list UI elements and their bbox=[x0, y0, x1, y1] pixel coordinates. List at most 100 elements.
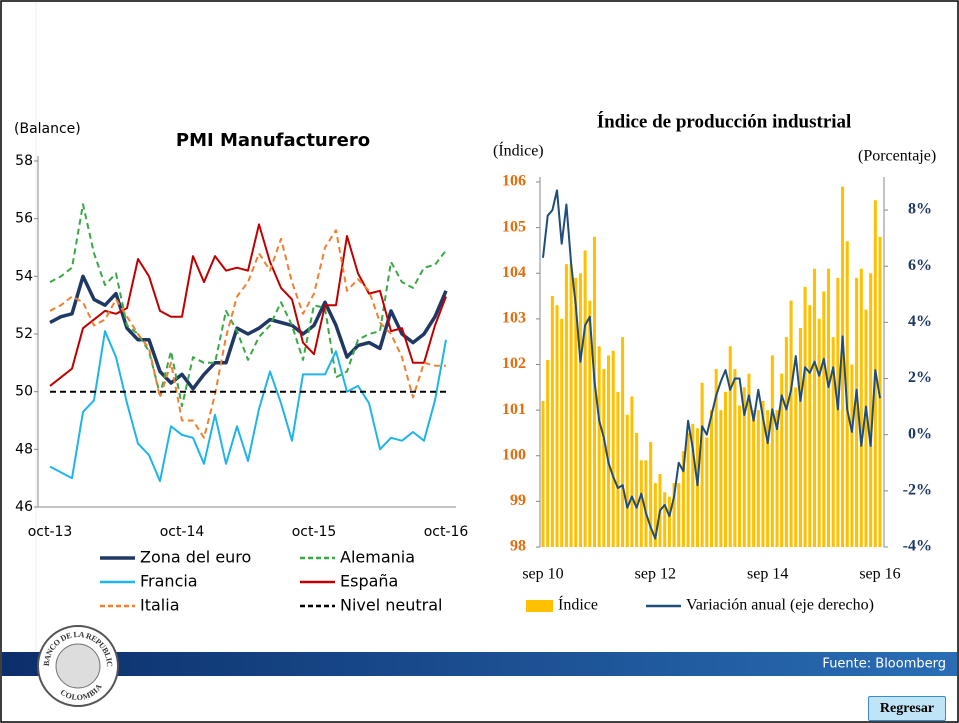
bar bbox=[611, 350, 615, 547]
bar bbox=[803, 286, 807, 547]
yticks-label: 98 bbox=[510, 538, 526, 555]
bar bbox=[607, 355, 611, 547]
yticks-label: 48 bbox=[15, 441, 33, 457]
line-series bbox=[542, 189, 881, 540]
bar bbox=[855, 277, 859, 547]
bar bbox=[742, 387, 746, 547]
source: Fuente: Bloomberg bbox=[822, 657, 946, 672]
x-tick-label: sep 14 bbox=[747, 566, 788, 583]
yticks-label: 103 bbox=[502, 310, 526, 327]
bar bbox=[850, 364, 854, 547]
bar bbox=[550, 296, 554, 547]
bar bbox=[878, 236, 882, 547]
bar bbox=[625, 414, 629, 547]
bar bbox=[822, 291, 826, 547]
legend-label: Índice bbox=[558, 595, 598, 614]
bar bbox=[747, 373, 751, 547]
bar bbox=[541, 401, 545, 547]
line-series bbox=[49, 274, 448, 391]
bar bbox=[826, 268, 831, 547]
bar bbox=[775, 410, 779, 547]
bar bbox=[719, 410, 723, 547]
bar bbox=[869, 273, 873, 547]
legend-label: Francia bbox=[140, 572, 198, 591]
bar bbox=[583, 250, 587, 547]
chart-title: Índice de producción industrial bbox=[597, 110, 852, 132]
x-tick-label: oct-13 bbox=[28, 524, 73, 540]
bar bbox=[705, 437, 709, 547]
x-tick-label: sep 16 bbox=[859, 566, 900, 583]
yticks-label: 106 bbox=[502, 173, 526, 190]
yticks-label: 100 bbox=[502, 446, 526, 463]
bar bbox=[686, 432, 690, 547]
bar bbox=[817, 318, 821, 547]
legend-label: Zona del euro bbox=[140, 548, 251, 567]
bar bbox=[752, 410, 756, 547]
bar bbox=[738, 405, 742, 547]
line-series bbox=[49, 223, 447, 387]
bar bbox=[677, 483, 681, 547]
bar bbox=[644, 460, 648, 547]
bar bbox=[766, 410, 770, 547]
bar bbox=[546, 359, 550, 547]
bar bbox=[592, 236, 597, 547]
x-tick-label: oct-15 bbox=[292, 524, 337, 540]
legend-label: Nivel neutral bbox=[340, 596, 442, 615]
bar bbox=[672, 483, 676, 547]
bar bbox=[709, 410, 714, 547]
bar bbox=[691, 423, 695, 547]
yticks-label: 56 bbox=[15, 211, 33, 227]
bar bbox=[841, 186, 845, 547]
line-series bbox=[49, 229, 446, 439]
bar bbox=[649, 442, 653, 547]
bar bbox=[560, 318, 564, 547]
bar bbox=[808, 305, 812, 547]
bar bbox=[639, 460, 643, 547]
bar bbox=[770, 355, 774, 547]
yticks-label: 101 bbox=[502, 401, 526, 418]
bar bbox=[859, 268, 863, 547]
yticks-label: 52 bbox=[15, 326, 33, 342]
legend-label: España bbox=[340, 572, 398, 591]
chart-ipi: Índice de producción industrial (Índice) (… bbox=[493, 110, 936, 613]
y2ticks-label: -4% bbox=[903, 538, 932, 555]
bar bbox=[831, 337, 835, 547]
bar bbox=[588, 300, 592, 547]
bar bbox=[564, 264, 568, 547]
legend-swatch bbox=[526, 600, 553, 612]
bar bbox=[780, 373, 784, 547]
line-series bbox=[49, 330, 447, 483]
footer-band bbox=[2, 652, 957, 676]
bar bbox=[798, 328, 802, 547]
y-axis-label: (Índice) bbox=[493, 141, 544, 160]
y2ticks-label: 6% bbox=[908, 257, 932, 274]
bar bbox=[681, 451, 685, 547]
y-axis-label: (Balance) bbox=[14, 121, 81, 137]
yticks-label: 58 bbox=[15, 153, 33, 169]
yticks-label: 104 bbox=[502, 264, 526, 281]
legend-label: Alemania bbox=[340, 548, 415, 567]
back-button[interactable]: Regresar bbox=[868, 696, 946, 721]
bar bbox=[616, 391, 620, 547]
bar bbox=[653, 483, 657, 547]
x-tick-label: sep 10 bbox=[522, 566, 563, 583]
bar bbox=[555, 305, 559, 547]
bar bbox=[630, 396, 634, 547]
yticks-label: 50 bbox=[15, 384, 33, 400]
bar bbox=[597, 346, 601, 547]
bar bbox=[578, 273, 582, 547]
yticks-label: 99 bbox=[510, 492, 526, 509]
yticks-label: 54 bbox=[15, 268, 33, 284]
y2ticks-label: 0% bbox=[908, 425, 932, 442]
bar bbox=[761, 401, 765, 547]
bar bbox=[602, 369, 606, 547]
line-series bbox=[49, 203, 447, 408]
bar bbox=[836, 277, 840, 547]
bar bbox=[635, 432, 639, 547]
bar bbox=[756, 410, 760, 547]
bar bbox=[574, 277, 578, 547]
legend-label: Italia bbox=[140, 596, 180, 615]
bar bbox=[733, 369, 737, 547]
yticks-label: 46 bbox=[15, 499, 33, 515]
